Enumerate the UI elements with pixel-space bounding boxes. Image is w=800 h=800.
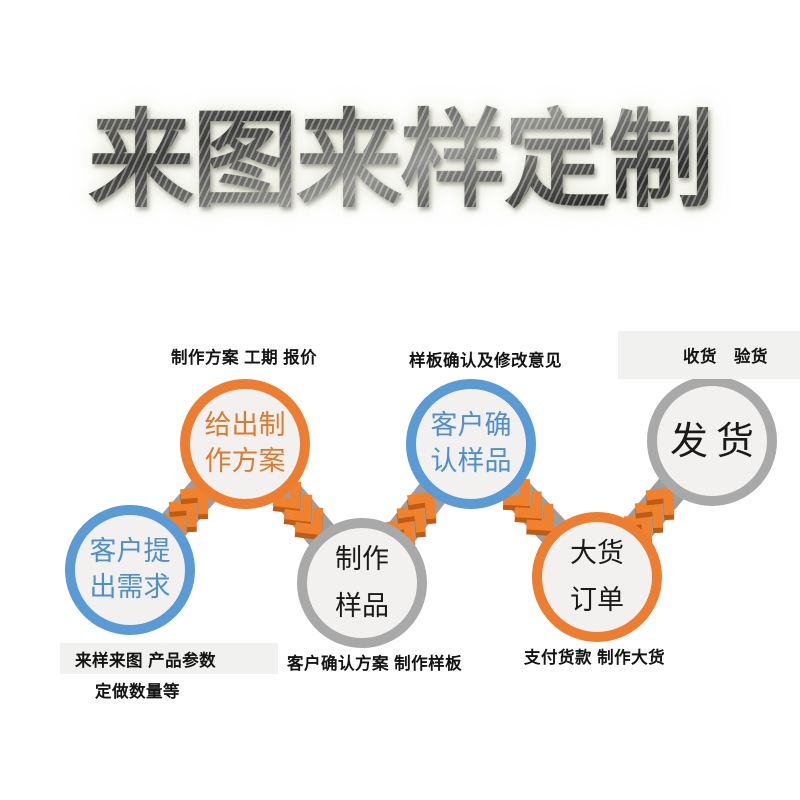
step-label: 制作 样品 (335, 543, 389, 622)
step-circle-ship: 发货 (647, 376, 777, 506)
step-circle-make-sample: 制作 样品 (297, 518, 427, 648)
step-label: 客户提 出需求 (89, 536, 171, 603)
annotation-receive-inspect: 收货 验货 (618, 331, 800, 379)
step-label: 发货 (669, 418, 762, 463)
annotation-samples-params: 来样来图 产品参数 (60, 643, 278, 674)
annotation-pay-produce-bulk: 支付货款 制作大货 (524, 649, 666, 667)
step-circle-confirm-sample: 客户确 认样品 (406, 379, 536, 509)
annotation-sample-confirm-feedback: 样板确认及修改意见 (409, 352, 562, 370)
annotation-confirm-plan-make-sample: 客户确认方案 制作样板 (287, 655, 463, 673)
step-label: 给出制 作方案 (204, 410, 286, 477)
annotation-custom-quantity: 定做数量等 (95, 683, 180, 701)
page-title: 来图来样定制 (0, 96, 800, 224)
step-circle-customer-needs: 客户提 出需求 (65, 505, 195, 635)
step-label: 客户确 认样品 (430, 410, 512, 477)
annotation-plan-schedule-quote: 制作方案 工期 报价 (171, 349, 318, 367)
step-circle-provide-plan: 给出制 作方案 (180, 379, 310, 509)
step-label: 大货 订单 (570, 537, 624, 616)
step-circle-bulk-order: 大货 订单 (532, 512, 662, 642)
